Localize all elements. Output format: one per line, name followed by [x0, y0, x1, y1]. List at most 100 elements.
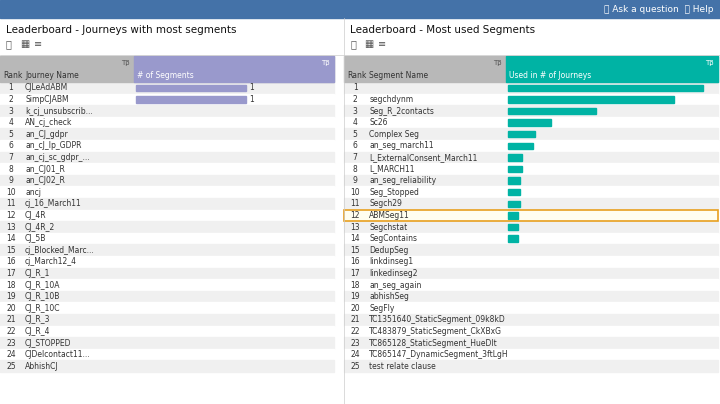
Bar	[0, 175, 334, 186]
Bar	[344, 244, 718, 256]
Text: ⦻: ⦻	[6, 39, 12, 49]
Bar	[344, 360, 718, 372]
Bar	[344, 210, 718, 221]
Text: ▦: ▦	[364, 39, 374, 49]
Text: SegContains: SegContains	[369, 234, 417, 243]
Text: an_cJ_Ip_GDPR: an_cJ_Ip_GDPR	[25, 141, 81, 150]
Bar	[136, 96, 246, 103]
Bar	[0, 349, 334, 360]
Text: 12: 12	[351, 211, 360, 220]
Text: 7: 7	[9, 153, 14, 162]
Bar	[344, 267, 718, 279]
Text: Journey Name: Journey Name	[25, 71, 78, 80]
Text: an_CJ01_R: an_CJ01_R	[25, 164, 65, 173]
Bar	[0, 94, 334, 105]
Text: ▦: ▦	[20, 39, 30, 49]
Text: 15: 15	[351, 246, 360, 255]
Bar	[344, 128, 718, 140]
Bar	[344, 56, 718, 82]
Text: 21: 21	[6, 315, 16, 324]
Bar	[344, 291, 718, 303]
Text: 2: 2	[9, 95, 14, 104]
Bar	[344, 140, 718, 152]
Text: Tβ: Tβ	[493, 59, 502, 65]
Text: Segch29: Segch29	[369, 199, 402, 208]
Text: Sc26: Sc26	[369, 118, 387, 127]
Text: an_cj_sc_gdpr_...: an_cj_sc_gdpr_...	[25, 153, 89, 162]
Bar	[0, 82, 334, 94]
Text: 11: 11	[351, 199, 360, 208]
Text: 3: 3	[353, 107, 358, 116]
Bar	[508, 166, 522, 172]
Text: CJDelcontact11...: CJDelcontact11...	[25, 350, 91, 359]
Text: CJ_R_3: CJ_R_3	[25, 315, 50, 324]
Text: TC865128_StaticSegment_HueDlt: TC865128_StaticSegment_HueDlt	[369, 339, 498, 347]
Bar	[136, 84, 246, 91]
Text: 17: 17	[351, 269, 360, 278]
Bar	[0, 152, 334, 163]
Text: 5: 5	[9, 130, 14, 139]
Text: 24: 24	[6, 350, 16, 359]
Text: TC1351640_StaticSegment_09k8kD: TC1351640_StaticSegment_09k8kD	[369, 315, 506, 324]
Text: ABMSeg11: ABMSeg11	[369, 211, 410, 220]
Text: 18: 18	[351, 280, 360, 290]
Text: SimpCJABM: SimpCJABM	[25, 95, 68, 104]
Text: CJ_5B: CJ_5B	[25, 234, 46, 243]
Text: 19: 19	[351, 292, 360, 301]
Text: CJ_4R_2: CJ_4R_2	[25, 223, 55, 231]
Text: Segchstat: Segchstat	[369, 223, 408, 231]
Bar	[344, 186, 718, 198]
Text: CJ_STOPPED: CJ_STOPPED	[25, 339, 71, 347]
Text: 23: 23	[351, 339, 360, 347]
Bar	[508, 108, 596, 114]
Text: 4: 4	[353, 118, 358, 127]
Bar	[0, 279, 334, 291]
Bar	[344, 233, 718, 244]
Bar	[344, 163, 718, 175]
Bar	[506, 56, 718, 82]
Text: 25: 25	[351, 362, 360, 371]
Bar	[0, 198, 334, 210]
Text: 1: 1	[9, 83, 14, 92]
Text: 22: 22	[351, 327, 360, 336]
Text: ≡: ≡	[378, 39, 387, 49]
Bar	[0, 128, 334, 140]
Text: 7: 7	[353, 153, 358, 162]
Text: ⦻: ⦻	[350, 39, 356, 49]
Bar	[0, 244, 334, 256]
Text: CJ_R_10B: CJ_R_10B	[25, 292, 60, 301]
Bar	[0, 360, 334, 372]
Text: 22: 22	[6, 327, 16, 336]
Text: CJ_R_10A: CJ_R_10A	[25, 280, 60, 290]
Text: Leaderboard - Most used Segments: Leaderboard - Most used Segments	[350, 25, 535, 35]
Text: 3: 3	[9, 107, 14, 116]
Text: an_CJ_gdpr: an_CJ_gdpr	[25, 130, 68, 139]
Bar	[0, 117, 334, 128]
Bar	[344, 152, 718, 163]
Text: CJ_R_1: CJ_R_1	[25, 269, 50, 278]
Text: Tβ: Tβ	[706, 59, 714, 65]
Bar	[0, 56, 334, 82]
Text: AbhishCJ: AbhishCJ	[25, 362, 58, 371]
Text: k_cj_unsubscrib...: k_cj_unsubscrib...	[25, 107, 93, 116]
Bar	[344, 314, 718, 326]
Text: Complex Seg: Complex Seg	[369, 130, 419, 139]
Text: an_CJ02_R: an_CJ02_R	[25, 176, 65, 185]
Text: 20: 20	[6, 304, 16, 313]
Text: an_seg_march11: an_seg_march11	[369, 141, 433, 150]
Text: Rank: Rank	[3, 71, 22, 80]
Bar	[344, 175, 718, 186]
Bar	[508, 131, 536, 137]
Bar	[508, 236, 518, 242]
Text: CJ_4R: CJ_4R	[25, 211, 47, 220]
Text: Rank: Rank	[347, 71, 366, 80]
Text: 16: 16	[351, 257, 360, 266]
Text: Tβ: Tβ	[122, 59, 130, 65]
Bar	[508, 189, 520, 196]
Text: 16: 16	[6, 257, 16, 266]
Bar	[344, 210, 718, 221]
Bar	[344, 337, 718, 349]
Text: 1: 1	[249, 83, 253, 92]
Text: ≡: ≡	[34, 39, 42, 49]
Bar	[0, 291, 334, 303]
